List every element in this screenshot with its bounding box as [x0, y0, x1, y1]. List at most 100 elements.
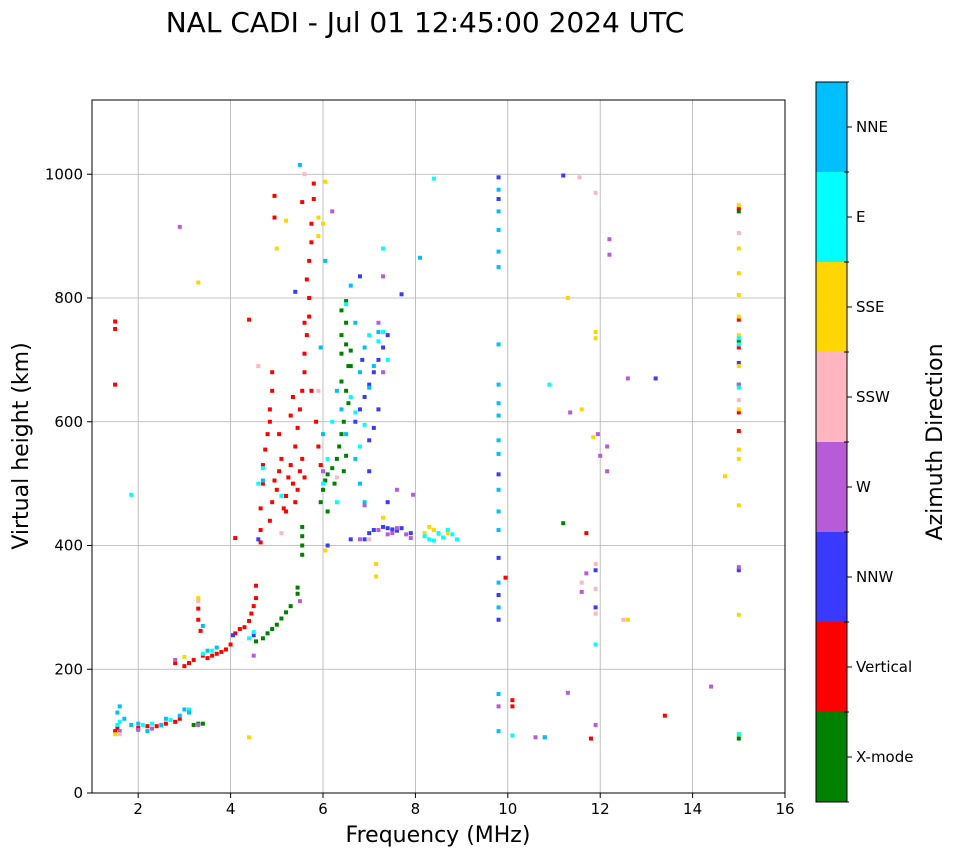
y-tick-label: 400 [54, 537, 83, 555]
data-point [736, 314, 741, 319]
data-point [304, 333, 309, 338]
data-point [496, 197, 501, 201]
data-point [341, 419, 346, 424]
data-point [307, 314, 312, 319]
data-point [277, 469, 282, 474]
data-point [321, 487, 325, 492]
data-point [385, 357, 390, 362]
data-point [284, 610, 289, 615]
colorbar-label: SSE [856, 298, 885, 316]
data-point [591, 435, 596, 440]
data-point [621, 617, 626, 622]
data-point [321, 221, 325, 226]
data-point [441, 535, 446, 540]
data-point [579, 407, 584, 412]
data-point [288, 413, 293, 418]
data-point [325, 472, 330, 477]
data-point [371, 364, 376, 369]
data-point [736, 503, 741, 508]
data-point [736, 206, 741, 211]
data-point [247, 636, 252, 641]
series-e [115, 176, 741, 738]
data-point [736, 385, 741, 390]
data-point [422, 531, 427, 536]
data-point [408, 536, 413, 541]
data-point [736, 271, 741, 276]
x-tick-label: 6 [318, 800, 328, 818]
data-point [270, 388, 275, 393]
data-point [496, 692, 501, 696]
data-point [173, 719, 178, 724]
data-point [344, 342, 349, 347]
data-point [200, 623, 205, 628]
data-point [736, 209, 741, 214]
data-point [295, 425, 300, 430]
data-point [625, 617, 630, 622]
data-point [307, 296, 312, 300]
data-point [302, 351, 307, 356]
data-point [736, 447, 741, 452]
data-point [431, 528, 436, 533]
data-point [736, 345, 741, 350]
data-point [510, 733, 515, 738]
data-point [270, 627, 275, 632]
data-point [598, 453, 603, 458]
data-point [736, 429, 741, 434]
data-point [274, 487, 279, 492]
data-point [113, 382, 118, 387]
data-point [196, 280, 201, 285]
y-tick-label: 600 [54, 413, 83, 431]
data-point [385, 532, 390, 537]
data-point [318, 500, 323, 505]
data-point [214, 645, 219, 650]
data-point [431, 176, 436, 181]
data-point [736, 336, 741, 341]
data-point [300, 524, 305, 529]
data-point [385, 500, 390, 505]
data-point [381, 524, 386, 529]
series-x-mode [191, 209, 741, 741]
data-point [323, 179, 328, 184]
y-tick-label: 800 [54, 289, 83, 307]
data-point [374, 574, 379, 579]
data-point [293, 500, 298, 505]
data-point [595, 432, 600, 437]
colorbar: X-mode Vertical NNW W SSW SSE E NNE [815, 81, 913, 803]
data-point [117, 719, 122, 724]
data-point [325, 456, 330, 461]
data-point [436, 531, 441, 536]
colorbar-title: Azimuth Direction [923, 343, 948, 540]
data-point [344, 320, 349, 325]
data-point [330, 466, 335, 471]
data-point [357, 407, 362, 412]
data-point [325, 543, 330, 548]
data-point [191, 722, 196, 727]
data-point [381, 274, 386, 279]
data-point [445, 531, 450, 536]
colorbar-segment [816, 532, 847, 622]
data-point [496, 342, 501, 347]
data-point [279, 456, 284, 461]
data-point [344, 299, 349, 304]
data-point [653, 376, 658, 381]
data-point [339, 432, 344, 437]
data-point [332, 481, 337, 486]
colorbar-segment [816, 442, 847, 532]
data-point [348, 364, 353, 369]
data-point [385, 526, 390, 531]
data-point [736, 736, 741, 741]
data-point [353, 419, 358, 424]
data-point [722, 474, 727, 479]
data-point [344, 432, 349, 437]
colorbar-label: E [856, 208, 865, 226]
data-point [450, 532, 455, 537]
data-point [260, 636, 265, 641]
data-point [607, 237, 612, 242]
data-point [302, 475, 307, 480]
data-point [561, 173, 566, 178]
data-point [136, 727, 141, 732]
data-point [115, 710, 120, 715]
data-point [302, 320, 307, 325]
data-point [427, 537, 432, 542]
data-point [390, 527, 395, 532]
